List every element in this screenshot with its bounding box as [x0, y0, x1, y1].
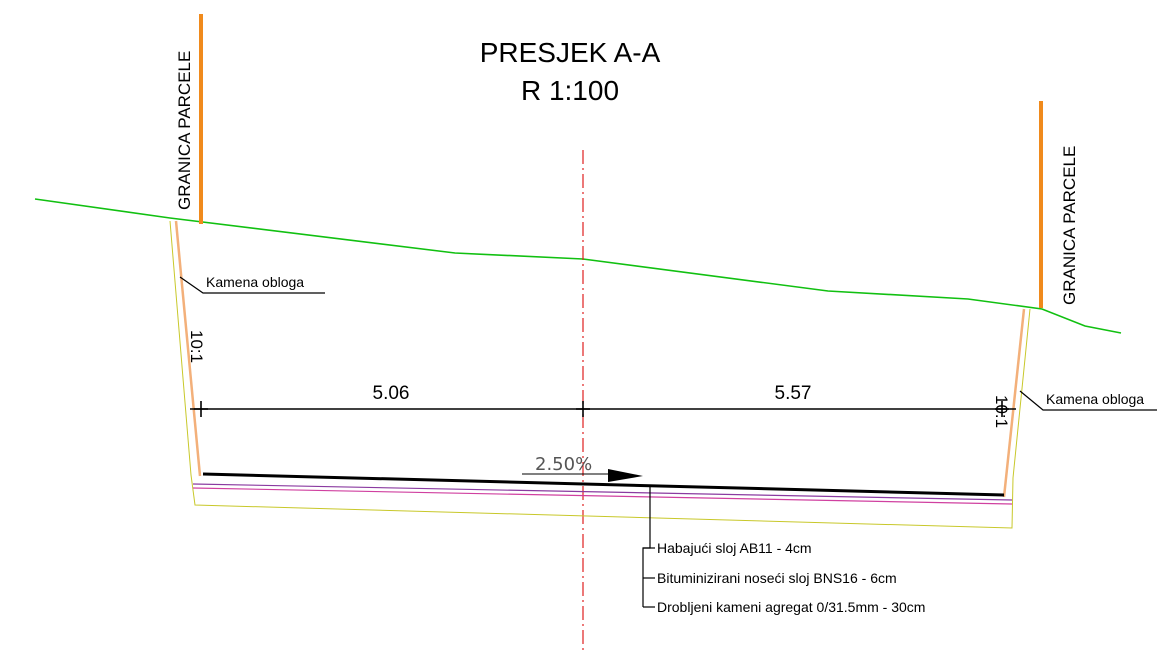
lining-label-left: Kamena obloga [206, 274, 304, 290]
pavement-surface [202, 472, 1005, 497]
stone-lining-right [1002, 308, 1026, 498]
parcel-boundary-label-right: GRANICA PARCELE [1060, 146, 1079, 305]
side-slope-right: 10:1 [992, 395, 1011, 428]
layer-purple [192, 483, 1013, 501]
section-title: PRESJEK A-A [480, 37, 661, 68]
dimension-tick-centre [576, 401, 590, 417]
terrain-line [34, 198, 1122, 334]
cross-slope-arrow [608, 469, 643, 482]
stone-lining-left [174, 220, 202, 477]
lining-leader-left [179, 276, 325, 294]
dimension-tick-right [995, 401, 1009, 417]
lining-label-right: Kamena obloga [1046, 391, 1144, 407]
dimension-right: 5.57 [775, 383, 812, 404]
layer-pink [192, 487, 1013, 505]
lining-leader-right [1019, 390, 1157, 411]
layer-label-3: Drobljeni kameni agregat 0/31.5mm - 30cm [657, 599, 925, 615]
dimension-tick-left [194, 401, 208, 417]
layer-leader-trunk [642, 485, 651, 607]
base-outline [169, 220, 1031, 529]
dimension-left: 5.06 [373, 383, 410, 404]
layer-label-2: Bituminizirani noseći sloj BNS16 - 6cm [657, 570, 897, 586]
parcel-boundary-label-left: GRANICA PARCELE [175, 51, 194, 210]
section-scale: R 1:100 [521, 75, 619, 106]
layer-label-1: Habajući sloj AB11 - 4cm [657, 540, 812, 556]
side-slope-left: 10:1 [187, 330, 206, 363]
cross-slope-label: 2.50% [535, 454, 592, 475]
